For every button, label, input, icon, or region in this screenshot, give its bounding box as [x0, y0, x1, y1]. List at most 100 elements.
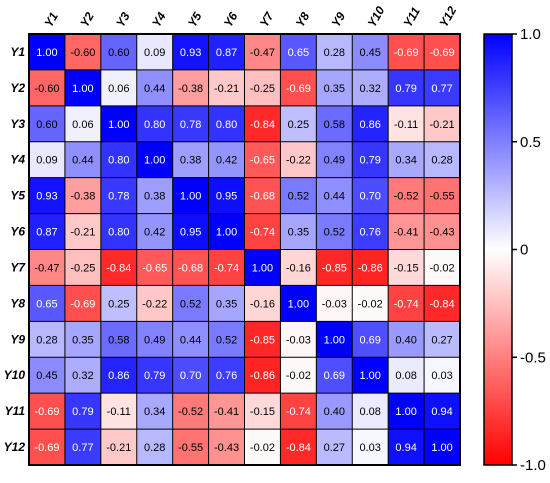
cell-value-label: 0.52	[288, 191, 309, 203]
heatmap-cell	[424, 141, 461, 178]
heatmap-cell	[280, 249, 317, 286]
cell-value-label: -0.03	[286, 334, 311, 346]
column-label: Y7	[257, 9, 277, 30]
cell-value-label: 0.60	[36, 119, 57, 131]
heatmap-cell	[208, 285, 245, 322]
heatmap-cell	[280, 393, 317, 430]
heatmap-cell	[64, 69, 102, 107]
heatmap-cell	[172, 285, 209, 322]
cell-value-label: 0.32	[359, 83, 380, 95]
cell-value-label: -0.55	[430, 191, 455, 203]
heatmap-cell	[316, 393, 353, 430]
cell-value-label: 0.80	[216, 119, 237, 131]
column-label: Y1	[41, 10, 61, 30]
cell-value-label: -0.02	[358, 298, 383, 310]
cell-value-label: 0.40	[395, 334, 416, 346]
cell-value-label: 0.78	[108, 191, 129, 203]
heatmap-cell	[280, 69, 317, 107]
heatmap-cell	[388, 249, 425, 286]
cell-value-label: 0.86	[108, 370, 129, 382]
heatmap-cell	[388, 429, 425, 466]
heatmap-cell	[136, 321, 173, 358]
cell-value-label: 0.09	[144, 47, 165, 59]
heatmap-cell	[29, 34, 66, 71]
row-label: Y3	[10, 117, 25, 131]
cell-value-label: 0.49	[324, 155, 345, 167]
heatmap-cell	[100, 177, 138, 214]
heatmap-cell	[29, 141, 66, 178]
cell-value-label: -0.47	[34, 262, 59, 274]
heatmap-cell	[316, 321, 353, 358]
heatmap-cell	[172, 105, 209, 143]
cell-value-label: -0.16	[250, 298, 275, 310]
heatmap-cell	[316, 34, 353, 71]
heatmap-cell	[136, 141, 173, 178]
cell-value-label: 0.35	[216, 298, 237, 310]
row-label: Y6	[10, 225, 25, 239]
cell-value-label: 0.44	[144, 83, 165, 95]
cell-value-label: -0.41	[214, 406, 239, 418]
heatmap-cell	[280, 141, 317, 178]
heatmap-cell	[172, 429, 209, 466]
heatmap-cell	[29, 429, 66, 466]
heatmap-cell	[244, 105, 281, 143]
heatmap-cell	[424, 357, 461, 394]
cell-value-label: -0.03	[322, 298, 347, 310]
colorbar-ticks: 1.0 0.5 0 -0.5 -1.0	[512, 26, 546, 474]
cell-value-label: 0.76	[216, 370, 237, 382]
cell-value-label: -0.15	[250, 406, 275, 418]
cell-value-label: 0.80	[144, 119, 165, 131]
heatmap-cell	[280, 357, 317, 394]
heatmap-cell	[136, 213, 173, 250]
cell-value-label: 0.44	[324, 191, 345, 203]
heatmap-cell	[352, 429, 389, 466]
heatmap-cell	[244, 321, 281, 358]
cell-value-label: -0.74	[214, 262, 239, 274]
heatmap-cell	[64, 105, 102, 143]
row-label: Y8	[10, 296, 25, 310]
row-label: Y5	[10, 189, 25, 203]
cell-value-label: 0.79	[72, 406, 93, 418]
row-label: Y7	[10, 260, 26, 274]
cell-value-label: 1.00	[180, 191, 201, 203]
cell-value-label: -0.21	[106, 442, 131, 454]
cell-value-label: 0.52	[180, 298, 201, 310]
cell-value-label: 1.00	[252, 262, 273, 274]
cell-value-label: 0.28	[36, 334, 57, 346]
cell-value-label: 0.87	[36, 227, 57, 239]
cell-value-label: -0.38	[178, 83, 203, 95]
heatmap-cell	[316, 429, 353, 466]
cell-value-label: -0.21	[430, 119, 455, 131]
heatmap-border	[28, 33, 461, 466]
heatmap-cell	[280, 34, 317, 71]
cell-value-label: -0.85	[322, 262, 347, 274]
heatmap-cell	[64, 393, 102, 430]
column-label: Y10	[365, 4, 388, 30]
cell-value-label: 0.77	[431, 83, 452, 95]
cell-value-label: 0.79	[395, 83, 416, 95]
heatmap-cell	[172, 393, 209, 430]
cell-value-label: -0.43	[430, 227, 455, 239]
cell-value-label: 0.35	[72, 334, 93, 346]
cell-value-label: 0.27	[431, 334, 452, 346]
cell-value-label: -0.68	[178, 262, 203, 274]
heatmap-cell	[100, 429, 138, 466]
heatmap-cell	[208, 357, 245, 394]
column-labels: Y1 Y2 Y3 Y4 Y5 Y6 Y7 Y8 Y9 Y10 Y11 Y12	[41, 4, 459, 30]
colorbar-tick-label: 1.0	[520, 26, 541, 43]
cell-value-label: 0.25	[108, 298, 129, 310]
heatmap-cells: 1.00 -0.60 0.60 0.09 0.93 0.87 -0.47 0.65 0.28 0.…	[29, 34, 461, 466]
heatmap-cell	[208, 213, 245, 250]
heatmap-cell	[244, 34, 281, 71]
cell-value-label: -0.11	[394, 119, 418, 131]
cell-value-label: 0.87	[216, 47, 237, 59]
cell-value-label: 1.00	[359, 370, 380, 382]
heatmap-cell	[136, 69, 173, 107]
cell-value-label: -0.69	[70, 298, 95, 310]
cell-value-label: 0.34	[144, 406, 165, 418]
heatmap-cell	[64, 357, 102, 394]
cell-value-label: -0.74	[286, 406, 311, 418]
heatmap-cell	[136, 34, 173, 71]
heatmap-cell	[424, 249, 461, 286]
cell-value-label: -0.69	[430, 47, 455, 59]
